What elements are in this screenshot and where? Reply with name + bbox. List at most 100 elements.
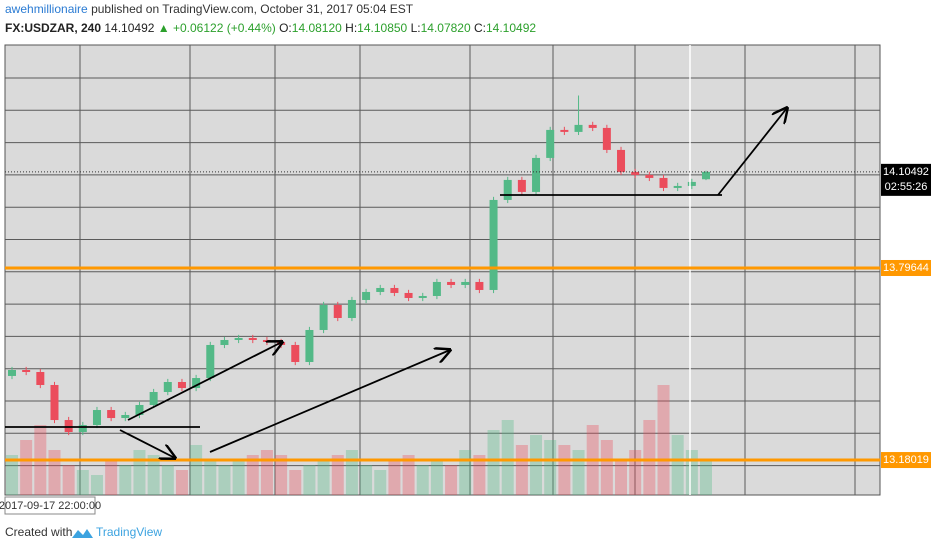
candle-body [702, 171, 710, 180]
candle-body [602, 127, 611, 150]
candle-body [461, 281, 470, 285]
candle-body [177, 382, 186, 389]
drawings [5, 108, 787, 458]
candle-body [50, 384, 59, 421]
volume-bar [76, 470, 89, 495]
candle-body [574, 124, 583, 132]
volume-bar [119, 465, 132, 495]
candle-body [8, 370, 16, 376]
symbol: FX:USDZAR, 240 [5, 21, 101, 35]
ohlc-key: O: [279, 21, 292, 35]
candle-body [92, 410, 101, 426]
last-price-box [881, 163, 931, 196]
brand[interactable]: TradingView [96, 525, 162, 539]
levels: 13.79644 13.18019 14.10492 02:55:26 [5, 163, 931, 469]
candle-body [560, 129, 569, 132]
volume-bar [459, 450, 472, 495]
candle-body [362, 291, 371, 300]
volume-bar [402, 455, 415, 495]
volume-bar [374, 470, 387, 495]
candle-body [206, 344, 215, 379]
header-line: awehmillionaire published on TradingView… [5, 2, 414, 16]
candle-body [546, 129, 555, 158]
candle-body [447, 281, 456, 285]
candle-body [149, 392, 158, 405]
volume-bar [218, 465, 231, 495]
volume-bar [643, 420, 656, 495]
volume-bar [204, 460, 217, 495]
candle-body [617, 149, 626, 172]
volume-bar [600, 440, 613, 495]
candle-body [432, 281, 441, 296]
candle-body [192, 378, 201, 389]
candle-body [390, 287, 399, 293]
candle-body [163, 382, 172, 393]
candle-body [489, 199, 498, 290]
volume-bar [232, 460, 245, 495]
volume-bar [260, 450, 273, 495]
author[interactable]: awehmillionaire [5, 2, 88, 16]
volume-bar [360, 465, 373, 495]
volume-bar [161, 465, 174, 495]
candle-body [220, 339, 229, 345]
volume-bar [700, 460, 712, 495]
level-label: 13.18019 [883, 454, 929, 466]
arrow [127, 342, 282, 421]
volume-bar [445, 465, 458, 495]
candle-body [673, 185, 682, 188]
volume-bar [246, 455, 259, 495]
candle-body [121, 415, 130, 419]
candle-body [376, 287, 385, 292]
candle-body [418, 295, 427, 298]
volume-bar [501, 420, 514, 495]
volume-bar [572, 450, 585, 495]
time-label-box [4, 496, 96, 515]
created-with: Created with [5, 525, 72, 539]
volume-bar [515, 445, 528, 495]
change: ▲ +0.06122 (+0.44%) [158, 21, 276, 35]
volume-bar [544, 440, 557, 495]
ohlc-key: L: [411, 21, 421, 35]
ohlc-value: 14.10492 [486, 21, 536, 35]
candle-body [503, 179, 512, 200]
ohlc-value: 14.07820 [421, 21, 471, 35]
volume-bar [388, 460, 401, 495]
ohlc-value: 14.10850 [357, 21, 407, 35]
candle-body [262, 339, 271, 342]
candle-body [333, 304, 342, 318]
countdown-label: 02:55:26 [885, 181, 928, 193]
candle-body [64, 420, 73, 433]
volume-bar [147, 455, 160, 495]
candle-body [475, 281, 484, 290]
candle-body [291, 344, 300, 362]
candle-body [631, 171, 640, 175]
candle-body [22, 370, 31, 372]
symbol-line: FX:USDZAR, 240 14.10492 ▲ +0.06122 (+0.4… [5, 21, 536, 35]
last: 14.10492 [104, 21, 154, 35]
volume-bar [289, 470, 302, 495]
volume-bar [345, 450, 358, 495]
volume-bar [175, 470, 188, 495]
grid [5, 45, 880, 495]
arrow [119, 429, 175, 458]
level-label-box [881, 452, 931, 469]
arrow [717, 108, 787, 196]
ohlc-key: H: [345, 21, 357, 35]
volume-bar [331, 455, 344, 495]
volume-bar [317, 460, 330, 495]
candle-body [588, 124, 597, 128]
volume-bar [190, 445, 203, 495]
volume-bar [615, 460, 628, 495]
level-label-box [881, 259, 931, 276]
arrow [209, 350, 450, 453]
brand-logo [72, 529, 93, 538]
candle-body [305, 329, 314, 362]
volume-bar [487, 430, 500, 495]
candle-body [659, 177, 668, 188]
plot-area [4, 44, 881, 496]
volume-bar [530, 435, 543, 495]
volume-bar [6, 455, 18, 495]
candle-body [234, 337, 243, 340]
volume-bar [90, 475, 103, 495]
candle-body [107, 410, 116, 419]
